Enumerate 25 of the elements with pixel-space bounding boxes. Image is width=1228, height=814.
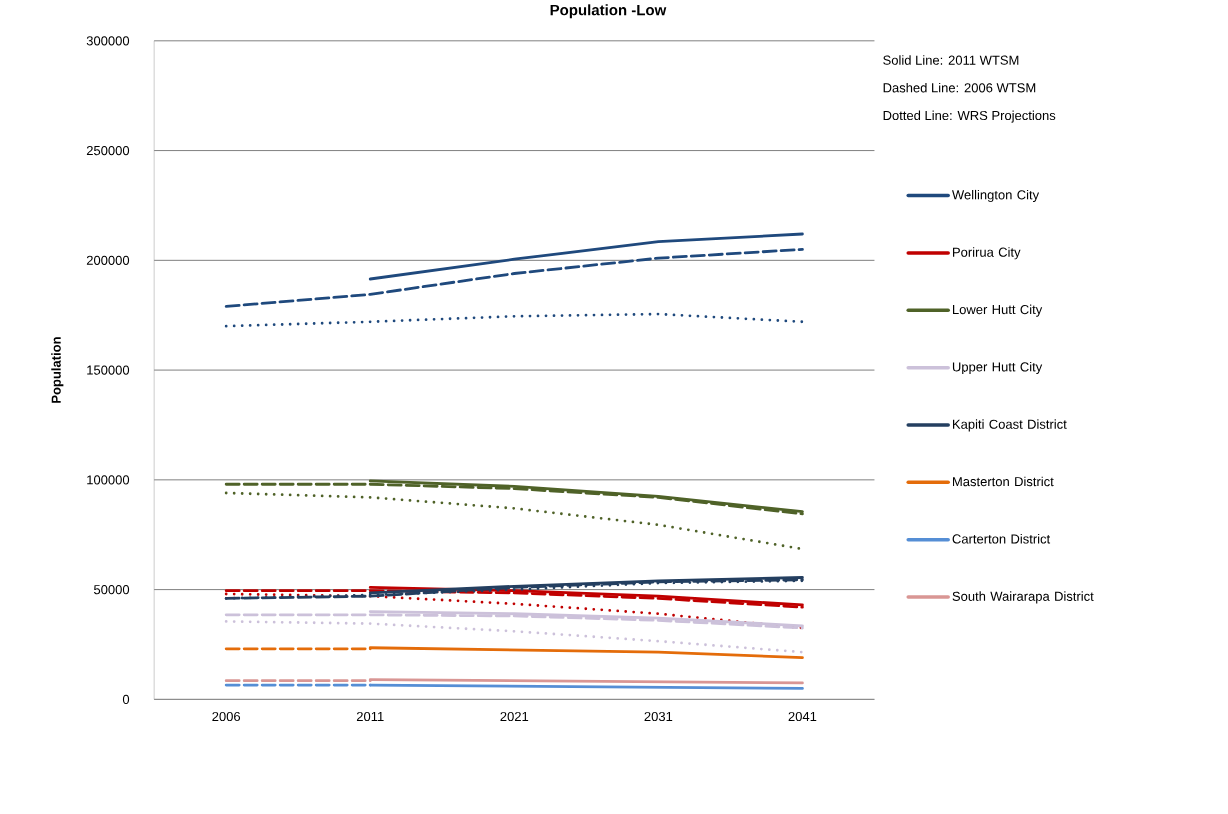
y-tick-label: 300000 [86,36,130,46]
x-tick-label: 2006 [212,712,241,722]
y-tick-label: 250000 [86,146,130,156]
legend-label: South Wairarapa District [952,591,1094,604]
text: Dotted Line: WRS Projections [883,110,1056,123]
legend-label: Lower Hutt City [953,304,1043,317]
legend-label: Carterton District [952,534,1051,544]
x-tick-label: 2041 [788,712,817,722]
text: Solid Line: 2011 WTSM [883,55,1019,66]
y-axis-title: Population [51,337,64,404]
y-tick-label: 200000 [86,255,130,266]
x-tick-label: 2031 [644,712,673,722]
x-tick-label: 2021 [500,712,529,722]
legend-label: Masterton District [953,476,1054,487]
y-tick-label: 50000 [93,585,130,595]
x-tick-label: 2011 [356,712,384,722]
legend-label: Wellington City [952,190,1040,203]
legend-label: Kapiti Coast District [953,419,1067,432]
y-tick-label: 100000 [87,475,130,485]
legend-label: Upper Hutt City [952,362,1043,375]
legend-label: Porirua City [953,247,1021,260]
chart-title: Population -Low [550,4,667,19]
y-tick-label: 150000 [87,365,130,375]
text: Dashed Line: 2006 WTSM [883,83,1036,93]
y-tick-label: 0 [122,695,130,705]
